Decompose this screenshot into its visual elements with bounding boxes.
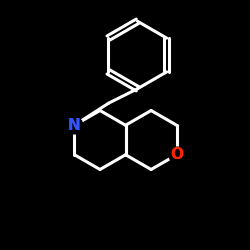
Text: O: O (170, 147, 183, 162)
Text: N: N (68, 118, 81, 133)
Text: O: O (170, 147, 183, 162)
Text: N: N (68, 118, 81, 133)
